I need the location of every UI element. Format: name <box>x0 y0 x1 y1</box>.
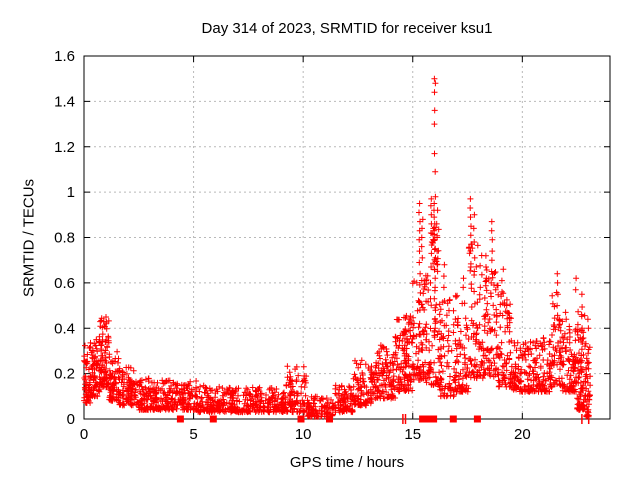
x-tick-label: 10 <box>295 426 312 443</box>
y-tick-label: 1.4 <box>54 93 75 110</box>
x-tick-label: 20 <box>514 426 531 443</box>
y-axis-label: SRMTID / TECUs <box>20 178 38 298</box>
y-tick-label: 0.4 <box>54 320 75 337</box>
zero-flag-ticks <box>402 414 590 424</box>
chart-title: Day 314 of 2023, SRMTID for receiver ksu… <box>201 20 493 37</box>
y-tick-label: 1.6 <box>54 48 75 65</box>
x-tick-label: 0 <box>80 426 88 443</box>
y-tick-label: 0.6 <box>54 275 75 292</box>
x-tick-label: 15 <box>404 426 421 443</box>
zero-flag-squares <box>176 415 481 423</box>
y-tick-label: 0.8 <box>54 230 75 247</box>
data-points <box>81 75 594 420</box>
y-tick-label: 0 <box>67 411 75 428</box>
x-tick-label: 5 <box>189 426 197 443</box>
y-tick-label: 1.2 <box>54 139 75 156</box>
y-tick-label: 1 <box>67 184 75 201</box>
plot-border <box>83 55 611 420</box>
y-tick-label: 0.2 <box>54 366 75 383</box>
x-axis-label: GPS time / hours <box>289 454 405 471</box>
